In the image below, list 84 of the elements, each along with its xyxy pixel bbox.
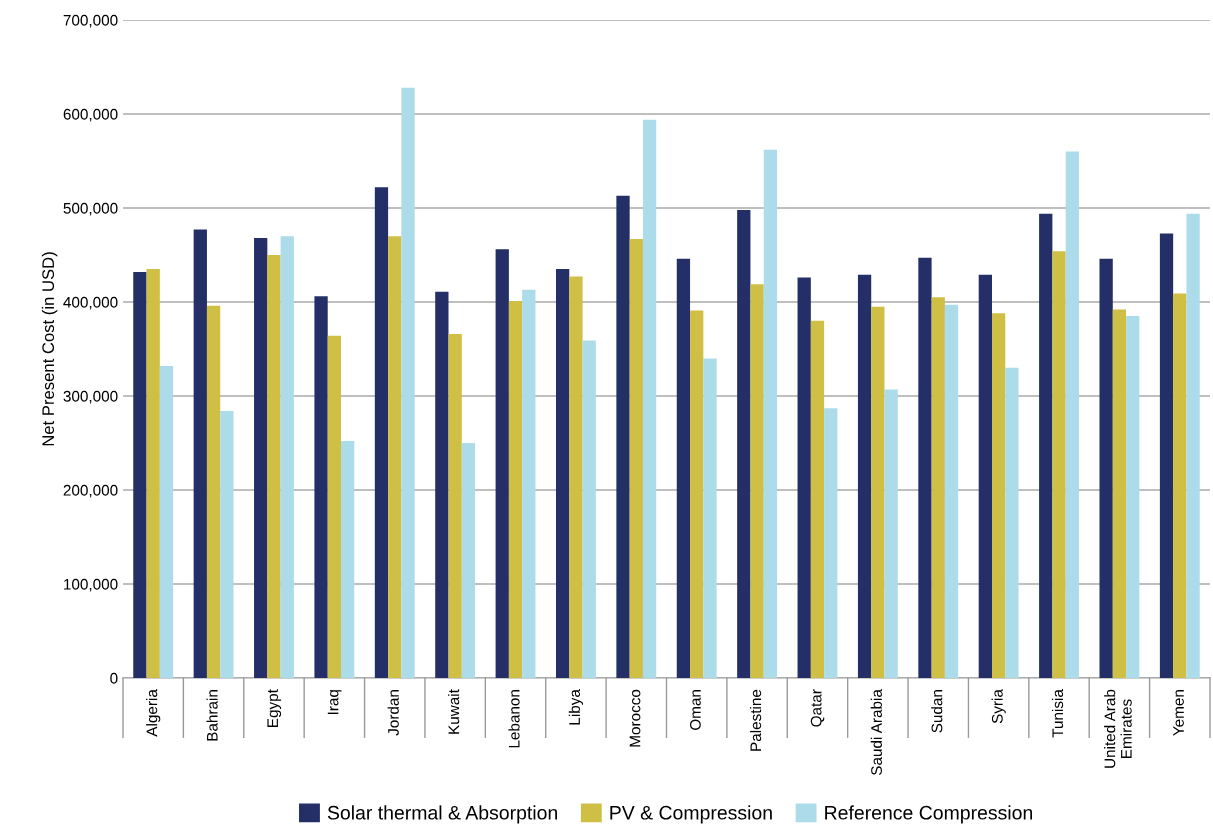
bar bbox=[341, 441, 355, 678]
bar bbox=[193, 229, 207, 678]
y-tick-label: 200,000 bbox=[63, 484, 118, 498]
x-tick-label: Palestine bbox=[749, 689, 762, 751]
x-tick-label: Algeria bbox=[146, 689, 161, 737]
y-tick-label: 400,000 bbox=[63, 296, 118, 310]
bar bbox=[1065, 151, 1079, 678]
bar bbox=[495, 249, 509, 678]
legend-label: PV & Compression bbox=[610, 805, 772, 824]
bar bbox=[133, 271, 147, 678]
legend-label: Solar thermal & Absorption bbox=[327, 805, 557, 824]
y-tick-label: 100,000 bbox=[64, 578, 118, 592]
bar bbox=[642, 119, 657, 678]
y-tick-label: 600,000 bbox=[63, 108, 118, 122]
x-tick-label: Iraq bbox=[327, 690, 342, 715]
bar bbox=[857, 274, 872, 678]
bar bbox=[629, 239, 643, 678]
bar bbox=[388, 236, 402, 678]
bar bbox=[254, 238, 268, 678]
bar bbox=[1186, 213, 1200, 678]
bar bbox=[327, 335, 341, 678]
bar bbox=[508, 301, 523, 678]
x-tick-label: Qatar bbox=[810, 689, 825, 727]
x-tick-label: Yemen bbox=[1173, 690, 1184, 736]
x-tick-label: Lebanon bbox=[508, 690, 520, 748]
x-tick-label: Jordan bbox=[387, 690, 399, 736]
legend-label: Reference Compression bbox=[825, 805, 1033, 824]
x-tick-label: Morocco bbox=[629, 689, 641, 747]
bar bbox=[206, 305, 221, 678]
x-tick-label: Saudi Arabia bbox=[870, 689, 882, 776]
bar bbox=[978, 274, 992, 678]
bar bbox=[280, 236, 294, 678]
bar bbox=[750, 284, 764, 678]
bar bbox=[992, 313, 1006, 678]
bar bbox=[871, 306, 885, 678]
x-tick-label: Kuwait bbox=[448, 689, 460, 734]
bar bbox=[676, 258, 691, 678]
bar bbox=[703, 358, 717, 678]
bar bbox=[1159, 233, 1174, 678]
bar bbox=[267, 255, 281, 678]
y-tick-label: 0 bbox=[110, 672, 118, 684]
y-axis-title: Net Present Cost (in USD) bbox=[41, 252, 58, 446]
bar bbox=[220, 411, 234, 678]
bar bbox=[931, 297, 945, 678]
bar bbox=[314, 296, 328, 678]
bar bbox=[1112, 309, 1127, 678]
x-tick-label: United Arab Emirates bbox=[1104, 689, 1132, 768]
bar bbox=[374, 187, 389, 678]
bar bbox=[146, 269, 160, 678]
bar bbox=[1126, 316, 1140, 678]
y-tick-label: 700,000 bbox=[63, 14, 118, 28]
bar bbox=[159, 365, 174, 678]
x-tick-label: Tunisia bbox=[1051, 689, 1064, 738]
bar bbox=[1099, 258, 1113, 678]
bar bbox=[616, 195, 630, 678]
bar bbox=[522, 289, 536, 678]
x-tick-label: Sudan bbox=[931, 690, 943, 733]
bar bbox=[461, 443, 476, 678]
x-tick-label: Libya bbox=[568, 689, 584, 725]
bar bbox=[944, 304, 959, 678]
bar bbox=[1052, 251, 1066, 678]
bar bbox=[763, 149, 778, 678]
bar bbox=[737, 209, 751, 678]
bar bbox=[435, 291, 449, 678]
bar bbox=[918, 257, 932, 678]
x-tick-label: Egypt bbox=[267, 689, 282, 727]
bar bbox=[555, 269, 570, 678]
bar bbox=[690, 310, 704, 678]
bar bbox=[401, 87, 415, 678]
x-tick-label: Bahrain bbox=[206, 690, 218, 741]
bar bbox=[582, 340, 596, 678]
bar bbox=[797, 277, 811, 678]
y-tick-label: 500,000 bbox=[63, 202, 118, 216]
bar bbox=[1173, 293, 1187, 678]
bar bbox=[1005, 367, 1019, 678]
y-tick-label: 300,000 bbox=[63, 390, 118, 404]
bar bbox=[824, 408, 838, 678]
bar bbox=[810, 320, 825, 678]
bar bbox=[884, 389, 898, 678]
bar bbox=[448, 333, 462, 678]
bar bbox=[1039, 213, 1053, 678]
bar bbox=[569, 276, 583, 678]
x-tick-label: Oman bbox=[689, 690, 701, 730]
x-tick-label: Syria bbox=[991, 689, 1006, 724]
